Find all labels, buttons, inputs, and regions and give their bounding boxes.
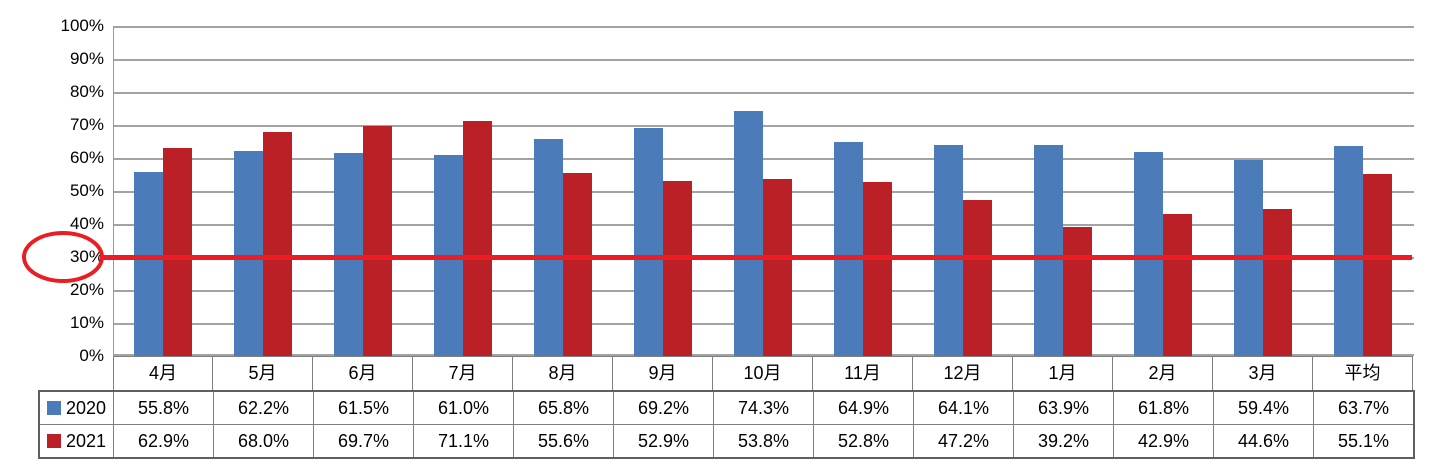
bar-2020-9月 (634, 127, 663, 356)
value-cell-2020-平均: 63.7% (1313, 392, 1413, 424)
bar-2021-11月 (863, 181, 892, 356)
value-cell-2021-11月: 52.8% (813, 425, 913, 457)
x-category-cell: 6月 (313, 356, 413, 391)
value-cell-2020-1月: 63.9% (1013, 392, 1113, 424)
value-cell-2020-6月: 61.5% (313, 392, 413, 424)
bar-2020-11月 (834, 141, 863, 356)
value-cell-2020-5月: 62.2% (213, 392, 313, 424)
value-cell-2021-10月: 53.8% (713, 425, 813, 457)
value-cell-2021-2月: 42.9% (1113, 425, 1213, 457)
y-tick-label: 20% (69, 280, 104, 299)
y-tick-label: 80% (69, 82, 104, 101)
threshold-line (101, 255, 1412, 260)
table-row: 2021 62.9% 68.0% 69.7% 71.1% 55.6% 52.9% 53.8% 5… (40, 424, 1413, 457)
y-tick-label: 40% (69, 214, 104, 233)
x-category-cell: 10月 (713, 356, 813, 391)
value-cell-2021-1月: 39.2% (1013, 425, 1113, 457)
value-cell-2020-8月: 65.8% (513, 392, 613, 424)
series-name-label: 2021 (66, 430, 107, 451)
y-tick-label: 10% (69, 313, 104, 332)
bar-2020-平均 (1334, 145, 1363, 356)
gridline (114, 158, 1414, 160)
y-tick-label: 100% (60, 16, 104, 35)
series-name-label: 2020 (66, 397, 107, 418)
value-cell-2020-11月: 64.9% (813, 392, 913, 424)
value-cell-2021-5月: 68.0% (213, 425, 313, 457)
x-category-cell: 4月 (113, 356, 213, 391)
value-cell-2021-12月: 47.2% (913, 425, 1013, 457)
value-cell-2020-3月: 59.4% (1213, 392, 1313, 424)
y-tick-label: 70% (69, 115, 104, 134)
bar-2020-6月 (334, 153, 363, 356)
value-cell-2021-6月: 69.7% (313, 425, 413, 457)
value-cell-2021-9月: 52.9% (613, 425, 713, 457)
gridline (114, 125, 1414, 127)
bar-2020-8月 (534, 138, 563, 356)
bar-2021-5月 (263, 131, 292, 356)
series-legend-cell: 2020 (40, 392, 113, 424)
y-tick-label: 0% (79, 346, 104, 365)
bar-2021-6月 (363, 126, 392, 356)
bar-2021-平均 (1363, 174, 1392, 356)
value-cell-2020-10月: 74.3% (713, 392, 813, 424)
y-tick-label: 90% (69, 49, 104, 68)
bar-2020-10月 (734, 110, 763, 356)
gridline (114, 59, 1414, 61)
x-category-cell: 12月 (913, 356, 1013, 391)
bar-2020-5月 (234, 150, 263, 356)
x-category-cell: 7月 (413, 356, 513, 391)
value-cell-2020-12月: 64.1% (913, 392, 1013, 424)
x-category-cell: 平均 (1313, 356, 1413, 391)
table-row: 2020 55.8% 62.2% 61.5% 61.0% 65.8% 69.2% 74.3% 6… (40, 392, 1413, 424)
value-cell-2021-7月: 71.1% (413, 425, 513, 457)
bar-2021-7月 (463, 121, 492, 356)
x-axis-header-row: 4月 5月 6月 7月 8月 9月 10月 11月 12月 1月 2月 3月 平均 (113, 356, 1413, 391)
bar-2020-2月 (1134, 152, 1163, 356)
bar-2021-1月 (1063, 226, 1092, 356)
x-category-cell: 2月 (1113, 356, 1213, 391)
value-cell-2020-2月: 61.8% (1113, 392, 1213, 424)
bar-2021-4月 (163, 148, 192, 356)
value-cell-2021-4月: 62.9% (113, 425, 213, 457)
bar-2020-1月 (1034, 145, 1063, 356)
plot-area (113, 26, 1414, 356)
series-legend-cell: 2021 (40, 425, 113, 457)
legend-swatch-icon (47, 401, 61, 415)
bar-2021-3月 (1263, 208, 1292, 356)
x-category-cell: 5月 (213, 356, 313, 391)
bar-2021-12月 (963, 200, 992, 356)
y-tick-label: 50% (69, 181, 104, 200)
x-category-cell: 3月 (1213, 356, 1313, 391)
bar-2021-8月 (563, 172, 592, 356)
x-category-cell: 1月 (1013, 356, 1113, 391)
legend-swatch-icon (47, 434, 61, 448)
bar-2020-12月 (934, 144, 963, 356)
value-cell-2020-4月: 55.8% (113, 392, 213, 424)
value-cell-2021-8月: 55.6% (513, 425, 613, 457)
bar-2021-9月 (663, 181, 692, 356)
value-cell-2021-平均: 55.1% (1313, 425, 1413, 457)
x-category-cell: 8月 (513, 356, 613, 391)
gridline (114, 92, 1414, 94)
gridline (114, 26, 1414, 28)
x-category-cell: 9月 (613, 356, 713, 391)
value-cell-2021-3月: 44.6% (1213, 425, 1313, 457)
x-category-cell: 11月 (813, 356, 913, 391)
bar-2021-10月 (763, 178, 792, 356)
value-cell-2020-9月: 69.2% (613, 392, 713, 424)
y-tick-label: 60% (69, 148, 104, 167)
bar-2020-4月 (134, 171, 163, 356)
data-table-body: 2020 55.8% 62.2% 61.5% 61.0% 65.8% 69.2% 74.3% 6… (38, 390, 1415, 459)
bar-2021-2月 (1163, 214, 1192, 356)
threshold-ellipse (22, 231, 104, 283)
value-cell-2020-7月: 61.0% (413, 392, 513, 424)
